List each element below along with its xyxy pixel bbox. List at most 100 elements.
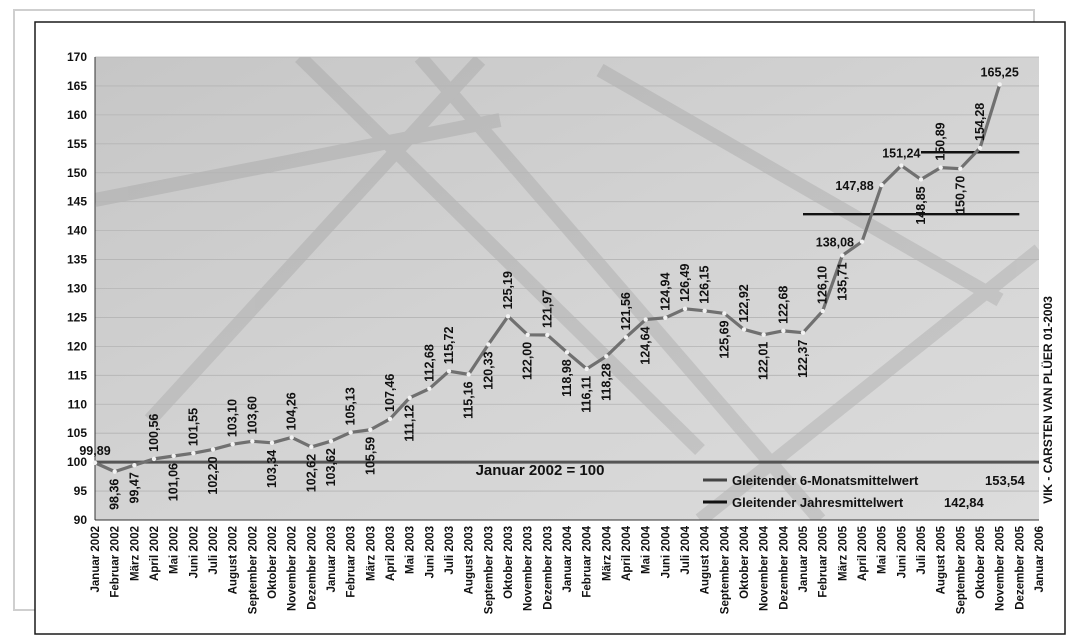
data-point [545, 332, 550, 338]
data-point [564, 350, 570, 355]
credit-text: VIK - CARSTEN VAN PLÜER 01-2003 [1040, 296, 1055, 504]
data-point [486, 342, 491, 347]
x-tick-label: Juni 2004 [660, 525, 672, 578]
x-tick-label: Juli 2002 [208, 526, 220, 575]
data-point [250, 439, 255, 444]
y-tick-label: 155 [67, 137, 87, 151]
y-axis: 90 95 100 105 110 115 120 125 130 135 140 145 150 155… [67, 50, 1039, 527]
x-tick-label: April 2004 [621, 525, 633, 581]
x-tick-label: Januar 2006 [1034, 526, 1046, 593]
data-label: 126,15 [698, 266, 712, 304]
data-label: 122,01 [757, 342, 771, 380]
data-point [446, 368, 452, 374]
x-tick-label: Oktober 2005 [975, 525, 987, 598]
data-point [368, 427, 373, 432]
data-label: 150,70 [953, 176, 967, 214]
data-label: 115,16 [462, 381, 476, 419]
data-label: 122,37 [796, 340, 810, 378]
legend-label-12m: Gleitender Jahresmittelwert [732, 495, 904, 510]
data-label: 103,62 [324, 448, 338, 486]
data-label: 154,28 [973, 103, 987, 141]
data-label: 151,24 [882, 147, 920, 161]
x-tick-label: Oktober 2003 [503, 526, 515, 599]
x-tick-label: Juli 2003 [444, 526, 456, 575]
legend: Gleitender 6-Monatsmittelwert 153,54 Gle… [703, 473, 1026, 510]
data-label: 107,46 [383, 374, 397, 412]
data-point [958, 166, 963, 171]
x-tick-label: Mai 2004 [641, 525, 653, 574]
y-tick-label: 150 [67, 166, 87, 180]
x-tick-label: Februar 2005 [818, 525, 830, 597]
data-label: 165,25 [981, 65, 1019, 79]
x-tick-label: Februar 2004 [582, 525, 594, 597]
y-tick-label: 140 [67, 224, 87, 238]
x-tick-label: November 2002 [287, 526, 299, 611]
x-tick-label: August 2005 [936, 525, 948, 594]
x-tick-label: Juli 2004 [680, 525, 692, 574]
x-tick-label: September 2004 [719, 525, 731, 614]
data-label: 124,94 [658, 273, 672, 311]
y-tick-label: 130 [67, 282, 87, 296]
data-point [918, 177, 924, 182]
x-tick-label: November 2004 [759, 525, 771, 611]
data-point [427, 386, 432, 391]
data-point [584, 366, 589, 372]
data-point [879, 182, 884, 188]
data-point [407, 395, 412, 400]
x-tick-label: Oktober 2004 [739, 525, 751, 598]
data-point [702, 308, 707, 313]
x-axis: Januar 2002 Februar 2002 März 2002 April 20… [90, 525, 1046, 614]
data-point [722, 311, 727, 316]
x-tick-label: März 2003 [365, 526, 377, 581]
y-tick-label: 170 [67, 50, 87, 64]
data-label: 103,60 [245, 396, 259, 434]
data-point [132, 462, 137, 468]
x-tick-label: Juni 2002 [188, 526, 200, 578]
x-tick-label: Juni 2005 [896, 525, 908, 578]
data-label: 105,59 [363, 437, 377, 475]
reference-lines [95, 151, 1039, 464]
data-label: 103,34 [265, 450, 279, 488]
data-point [210, 447, 216, 452]
data-label: 101,06 [167, 463, 181, 501]
x-tick-label: September 2002 [247, 526, 259, 614]
data-point [171, 453, 176, 459]
data-point [191, 450, 196, 456]
data-point [328, 438, 334, 444]
data-point [997, 82, 1002, 87]
x-tick-label: Dezember 2002 [306, 526, 318, 610]
data-point [800, 330, 806, 335]
x-tick-label: Januar 2002 [90, 526, 102, 593]
data-label: 124,64 [639, 326, 653, 364]
y-tick-label: 105 [67, 426, 87, 440]
data-point [151, 456, 157, 462]
x-tick-label: April 2002 [149, 526, 161, 581]
y-tick-label: 165 [67, 79, 87, 93]
data-point [682, 306, 688, 312]
data-point [663, 315, 668, 320]
data-label: 115,72 [442, 327, 456, 365]
data-label: 101,55 [186, 408, 200, 446]
data-label: 122,92 [737, 284, 751, 322]
x-tick-label: Mai 2003 [405, 526, 417, 574]
y-tick-label: 160 [67, 108, 87, 122]
data-point [977, 145, 983, 151]
x-tick-label: März 2005 [837, 525, 849, 581]
data-label: 126,49 [678, 264, 692, 302]
x-tick-label: Juni 2003 [424, 526, 436, 578]
x-tick-label: Januar 2005 [798, 525, 810, 592]
data-point [92, 460, 98, 465]
data-label: 118,98 [560, 359, 574, 397]
data-label: 118,28 [599, 363, 613, 401]
x-tick-label: August 2004 [700, 525, 712, 594]
data-label: 135,71 [835, 262, 849, 300]
data-label: 103,10 [226, 399, 240, 437]
data-label: 102,20 [206, 456, 220, 494]
x-tick-label: September 2003 [483, 526, 495, 614]
data-labels: 99,89 98,36 99,47 100,56 101,06 101,55 102,20 1… [79, 65, 1018, 509]
x-tick-label: März 2002 [129, 526, 141, 581]
data-label: 125,19 [501, 271, 515, 309]
x-tick-label: September 2005 [955, 525, 967, 614]
y-tick-label: 145 [67, 195, 87, 209]
